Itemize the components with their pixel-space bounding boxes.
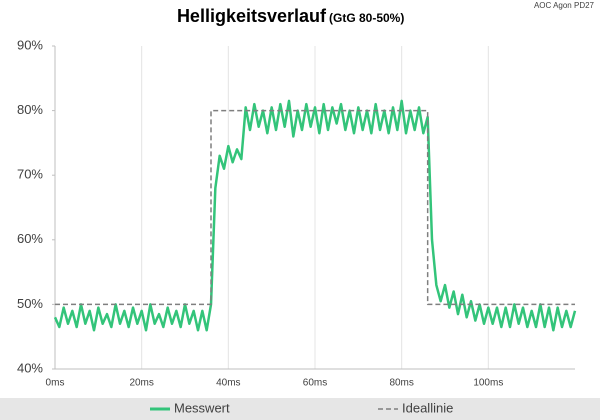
x-tick-label: 0ms (46, 378, 65, 389)
x-tick-label: 60ms (303, 378, 327, 389)
chart-subtitle: (GtG 80-50%) (329, 11, 404, 25)
y-tick-label: 70% (17, 167, 43, 182)
x-tick-label: 80ms (389, 378, 413, 389)
series-line (55, 109, 575, 306)
x-tick-label: 40ms (216, 378, 240, 389)
annotation: AOC Agon PD27 (534, 1, 595, 10)
x-tick-label: 100ms (473, 378, 503, 389)
legend-label: Messwert (174, 400, 230, 415)
series-line (53, 99, 577, 332)
legend-label: Ideallinie (402, 400, 453, 415)
y-tick-label: 80% (17, 102, 43, 117)
y-tick-label: 60% (17, 231, 43, 246)
legend-background (0, 398, 600, 420)
y-tick-label: 90% (17, 37, 43, 52)
x-tick-label: 20ms (129, 378, 153, 389)
chart-title: Helligkeitsverlauf (177, 6, 327, 26)
y-tick-label: 40% (17, 360, 43, 375)
y-tick-label: 50% (17, 296, 43, 311)
